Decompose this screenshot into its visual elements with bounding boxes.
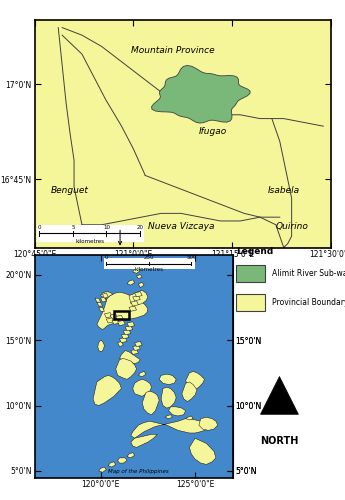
Text: Mountain Province: Mountain Province [131, 46, 215, 55]
Polygon shape [105, 312, 112, 318]
FancyBboxPatch shape [37, 225, 144, 242]
Polygon shape [127, 322, 135, 327]
Polygon shape [131, 263, 138, 268]
Polygon shape [97, 302, 102, 306]
Polygon shape [110, 314, 118, 319]
Text: 20: 20 [137, 224, 144, 230]
Polygon shape [99, 467, 106, 472]
Bar [236, 294, 265, 311]
Polygon shape [95, 298, 101, 302]
Polygon shape [133, 268, 140, 274]
Polygon shape [102, 293, 108, 298]
Polygon shape [186, 372, 205, 390]
Polygon shape [131, 418, 210, 438]
Polygon shape [125, 326, 133, 331]
Text: Benguet: Benguet [51, 186, 89, 195]
Polygon shape [189, 438, 216, 464]
Polygon shape [119, 338, 127, 342]
Polygon shape [199, 418, 218, 430]
Polygon shape [169, 407, 186, 416]
FancyBboxPatch shape [105, 258, 195, 268]
Polygon shape [121, 334, 129, 339]
Polygon shape [93, 376, 121, 406]
Text: kilometres: kilometres [75, 239, 104, 244]
Polygon shape [118, 458, 127, 463]
Text: 0: 0 [105, 255, 108, 260]
Text: NORTH: NORTH [260, 436, 299, 446]
Text: 0: 0 [38, 224, 41, 230]
Polygon shape [108, 462, 116, 467]
Polygon shape [137, 274, 142, 278]
Polygon shape [161, 387, 176, 408]
Polygon shape [129, 290, 148, 304]
Polygon shape [159, 374, 176, 384]
Polygon shape [133, 346, 140, 350]
Polygon shape [186, 416, 193, 420]
Polygon shape [127, 452, 135, 458]
Polygon shape [116, 358, 137, 380]
Text: Nueva Vizcaya: Nueva Vizcaya [148, 222, 214, 231]
Polygon shape [118, 342, 123, 346]
Polygon shape [165, 414, 172, 418]
Polygon shape [131, 349, 138, 354]
Polygon shape [127, 280, 135, 285]
Bar [236, 266, 265, 282]
Text: Quirino: Quirino [275, 222, 308, 231]
Text: Alimit River Sub-watershed: Alimit River Sub-watershed [272, 270, 345, 278]
Polygon shape [260, 376, 298, 414]
Polygon shape [131, 434, 157, 448]
Polygon shape [119, 350, 140, 364]
Polygon shape [118, 320, 125, 326]
Polygon shape [131, 301, 138, 306]
Polygon shape [97, 292, 148, 330]
Text: Ifugao: Ifugao [198, 128, 227, 136]
Polygon shape [138, 372, 146, 376]
Text: 10: 10 [103, 224, 110, 230]
Polygon shape [98, 340, 105, 352]
Polygon shape [123, 330, 131, 335]
Polygon shape [135, 292, 142, 297]
Polygon shape [142, 391, 159, 414]
Polygon shape [101, 292, 113, 298]
Polygon shape [133, 296, 140, 301]
Polygon shape [135, 342, 142, 346]
Polygon shape [138, 282, 144, 288]
Polygon shape [101, 297, 106, 302]
Text: Isabela: Isabela [268, 186, 300, 195]
Polygon shape [116, 315, 123, 320]
Polygon shape [133, 380, 152, 396]
Polygon shape [99, 308, 105, 312]
Text: Map of the Philippines: Map of the Philippines [108, 468, 169, 473]
Polygon shape [106, 318, 114, 323]
Text: kilometres: kilometres [134, 268, 163, 272]
Text: Provincial Boundary: Provincial Boundary [272, 298, 345, 307]
Text: 500: 500 [186, 255, 197, 260]
Polygon shape [129, 306, 137, 312]
Polygon shape [112, 319, 119, 324]
Text: Legend: Legend [236, 248, 274, 256]
Text: 250: 250 [144, 255, 154, 260]
Polygon shape [151, 66, 250, 123]
Polygon shape [182, 382, 197, 402]
Bar [114, 312, 129, 319]
Text: 5: 5 [71, 224, 75, 230]
